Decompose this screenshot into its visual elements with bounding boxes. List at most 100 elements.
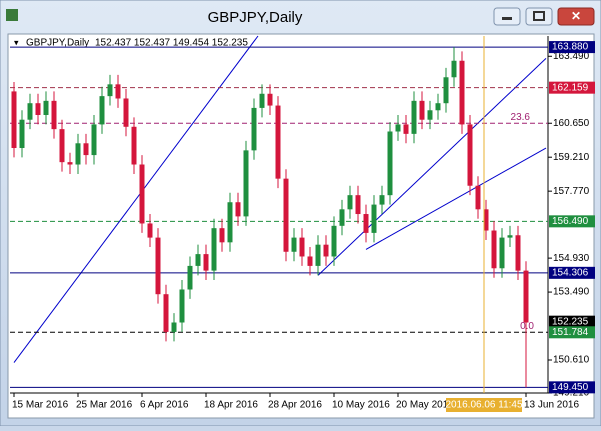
candle-body [187,265,193,290]
price-label-box [549,381,595,394]
candle-body [499,237,505,269]
candle-body [387,131,393,196]
candle-body [155,237,161,295]
candle-body [35,103,41,115]
candle-body [51,100,57,130]
chart-area [7,33,595,419]
candle-body [99,96,105,125]
y-tick-label: 150.610 [553,355,590,366]
y-tick-label: 153.490 [553,287,590,298]
candle-body [419,100,425,120]
candle-body [75,143,81,165]
candle-body [323,244,329,257]
candle-body [403,124,409,134]
window-title: GBPJPY,Daily [208,9,303,26]
y-tick-label: 159.210 [553,152,590,163]
candle-body [163,294,169,332]
candle-body [179,289,185,323]
price-label: 152.235 [552,316,589,327]
close-icon: ✕ [571,9,581,23]
maximize-button[interactable] [525,7,553,26]
header-prices: 152.437 152.437 149.454 152.235 [95,38,248,49]
candle-body [67,162,73,165]
candle-body [235,202,241,217]
cursor-label: 2016.06.06 11:45 [445,400,523,411]
level-label: 23.6 [511,112,531,123]
candle-body [451,60,457,78]
candle-body [379,195,385,205]
maximize-icon [533,11,545,21]
candle-body [43,100,49,115]
candle-body [443,77,449,104]
y-tick-label: 157.770 [553,186,590,197]
x-tick-label: 28 Apr 2016 [268,400,322,411]
candle-body [123,98,129,127]
trendline [13,35,259,363]
candle-body [427,110,433,120]
price-label-box [549,215,595,228]
trendline [317,58,547,276]
candle-body [19,119,25,149]
candle-body [475,185,481,210]
close-button[interactable] [557,7,595,26]
header-arrow: ▾ [14,37,19,47]
trendline [365,147,547,250]
x-tick-label: 20 May 2016 [396,400,454,411]
candle-body [251,107,257,151]
candle-body [139,164,145,224]
x-tick-label: 18 Apr 2016 [204,400,258,411]
candle-body [211,228,217,271]
y-tick-label: 163.490 [553,51,590,62]
price-label-box [549,266,595,279]
price-label-box [549,315,595,328]
candle-body [83,143,89,156]
candle-body [171,322,177,332]
candle-body [27,103,33,120]
candle-body [147,223,153,238]
x-tick-label: 10 May 2016 [332,400,390,411]
candle-body [291,237,297,252]
candle-body [131,126,137,165]
cursor-label-box [446,398,522,412]
price-label: 151.784 [552,327,589,338]
candle-body [195,254,201,266]
candle-body [259,93,265,108]
candle-body [339,209,345,226]
candle-body [115,84,121,99]
y-tick-label: 154.930 [553,253,590,264]
candle-body [219,228,225,243]
candle-body [283,178,289,252]
candle-body [355,195,361,215]
candle-body [11,91,17,149]
minimize-button[interactable] [493,7,521,26]
price-label: 154.306 [552,267,589,278]
minimize-icon [502,17,512,20]
level-label: 0.0 [520,321,534,332]
candle-body [243,150,249,217]
price-label: 163.880 [552,42,589,53]
candle-body [331,225,337,257]
candle-body [307,256,313,266]
price-label-box [549,41,595,54]
price-label: 162.159 [552,82,589,93]
candle-body [515,235,521,271]
x-tick-label: 6 Apr 2016 [140,400,189,411]
x-tick-label: 15 Mar 2016 [12,400,69,411]
symbol-header: GBPJPY,Daily [26,38,89,49]
window-icon [6,9,18,21]
candle-body [203,254,209,271]
candle-body [59,129,65,163]
candle-body [507,235,513,238]
candle-body [267,93,273,106]
price-label: 149.450 [552,382,589,393]
candle-body [523,270,529,323]
candle-body [483,209,489,231]
candle-body [459,60,465,125]
price-label-box [549,326,595,339]
candle-body [299,237,305,257]
x-tick-label: 25 Mar 2016 [76,400,133,411]
candle-body [395,124,401,132]
y-tick-label: 160.650 [553,118,590,129]
x-tick-label: 13 Jun 2016 [524,400,579,411]
